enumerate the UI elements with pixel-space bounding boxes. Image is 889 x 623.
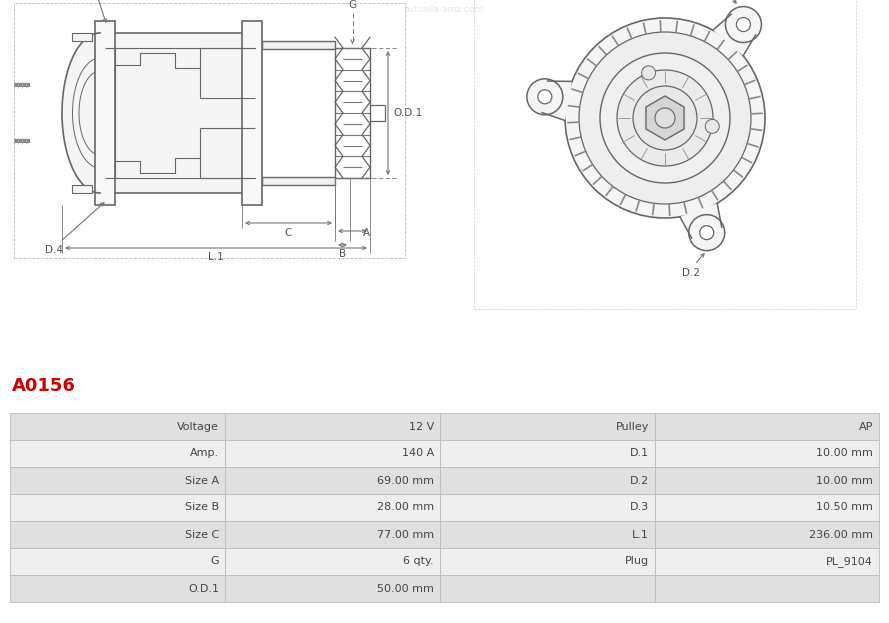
Text: B: B — [339, 249, 346, 259]
Text: L.1: L.1 — [632, 530, 649, 540]
Bar — [10, 467, 225, 494]
Bar — [440, 440, 655, 467]
Circle shape — [600, 53, 730, 183]
Bar — [10, 413, 225, 440]
Text: 10.00 mm: 10.00 mm — [816, 449, 873, 459]
Text: D.3: D.3 — [630, 503, 649, 513]
Circle shape — [725, 7, 761, 42]
Polygon shape — [713, 14, 756, 55]
Text: 77.00 mm: 77.00 mm — [377, 530, 434, 540]
Bar — [14, 3, 405, 258]
Text: D.1: D.1 — [630, 449, 649, 459]
Text: A0156: A0156 — [12, 377, 76, 395]
Circle shape — [689, 215, 725, 250]
Text: Size B: Size B — [185, 503, 219, 513]
Text: D.2: D.2 — [629, 475, 649, 485]
Text: C: C — [284, 228, 292, 238]
Circle shape — [736, 17, 750, 32]
Bar — [225, 575, 440, 602]
Bar — [440, 494, 655, 521]
Bar — [72, 185, 92, 193]
Text: G: G — [348, 0, 356, 10]
Text: 10.00 mm: 10.00 mm — [816, 475, 873, 485]
Bar — [95, 21, 115, 205]
Text: Voltage: Voltage — [177, 422, 219, 432]
Bar — [440, 467, 655, 494]
Circle shape — [538, 90, 552, 104]
Text: D.4: D.4 — [45, 245, 63, 255]
Text: Size C: Size C — [185, 530, 219, 540]
Text: Size A: Size A — [185, 475, 219, 485]
Circle shape — [700, 226, 714, 240]
Bar — [474, 0, 856, 309]
Text: 12 V: 12 V — [409, 422, 434, 432]
Bar — [72, 33, 92, 41]
Bar — [262, 177, 335, 185]
Polygon shape — [646, 96, 684, 140]
Bar — [242, 21, 262, 205]
Bar — [225, 413, 440, 440]
Text: O.D.1: O.D.1 — [188, 584, 219, 594]
Text: G: G — [211, 556, 219, 566]
Circle shape — [642, 66, 655, 80]
Bar — [655, 413, 879, 440]
Circle shape — [527, 79, 563, 115]
Bar — [225, 467, 440, 494]
Text: D.2: D.2 — [682, 268, 700, 278]
Bar — [225, 521, 440, 548]
Text: 50.00 mm: 50.00 mm — [377, 584, 434, 594]
Text: PL_9104: PL_9104 — [826, 556, 873, 567]
Bar — [440, 413, 655, 440]
Text: L.1: L.1 — [208, 252, 224, 262]
Circle shape — [705, 120, 719, 133]
Bar — [225, 440, 440, 467]
Circle shape — [617, 70, 713, 166]
Bar — [440, 548, 655, 575]
Bar — [655, 575, 879, 602]
Text: AP: AP — [859, 422, 873, 432]
Bar — [225, 494, 440, 521]
Bar — [10, 494, 225, 521]
Text: O.D.1: O.D.1 — [393, 108, 422, 118]
Text: 10.50 mm: 10.50 mm — [816, 503, 873, 513]
Bar — [262, 41, 335, 49]
Bar — [655, 521, 879, 548]
Bar — [10, 548, 225, 575]
Text: Pulley: Pulley — [615, 422, 649, 432]
Circle shape — [655, 108, 675, 128]
Circle shape — [565, 18, 765, 218]
Bar — [10, 521, 225, 548]
Bar — [440, 521, 655, 548]
Text: 236.00 mm: 236.00 mm — [809, 530, 873, 540]
Text: 140 A: 140 A — [402, 449, 434, 459]
Polygon shape — [542, 81, 572, 120]
Bar — [10, 440, 225, 467]
Polygon shape — [62, 33, 100, 193]
Bar — [655, 494, 879, 521]
Circle shape — [633, 86, 697, 150]
Text: autosila-amz.com: autosila-amz.com — [404, 5, 485, 14]
Text: A: A — [363, 228, 370, 238]
Text: 28.00 mm: 28.00 mm — [377, 503, 434, 513]
Bar — [655, 440, 879, 467]
Text: 6 qty.: 6 qty. — [404, 556, 434, 566]
Text: 69.00 mm: 69.00 mm — [377, 475, 434, 485]
Circle shape — [579, 32, 751, 204]
Text: Plug: Plug — [625, 556, 649, 566]
Bar — [100, 33, 255, 193]
Polygon shape — [680, 203, 722, 238]
Bar — [10, 575, 225, 602]
Bar — [655, 548, 879, 575]
Bar — [225, 548, 440, 575]
Bar — [440, 575, 655, 602]
Text: Amp.: Amp. — [190, 449, 219, 459]
Bar — [655, 467, 879, 494]
